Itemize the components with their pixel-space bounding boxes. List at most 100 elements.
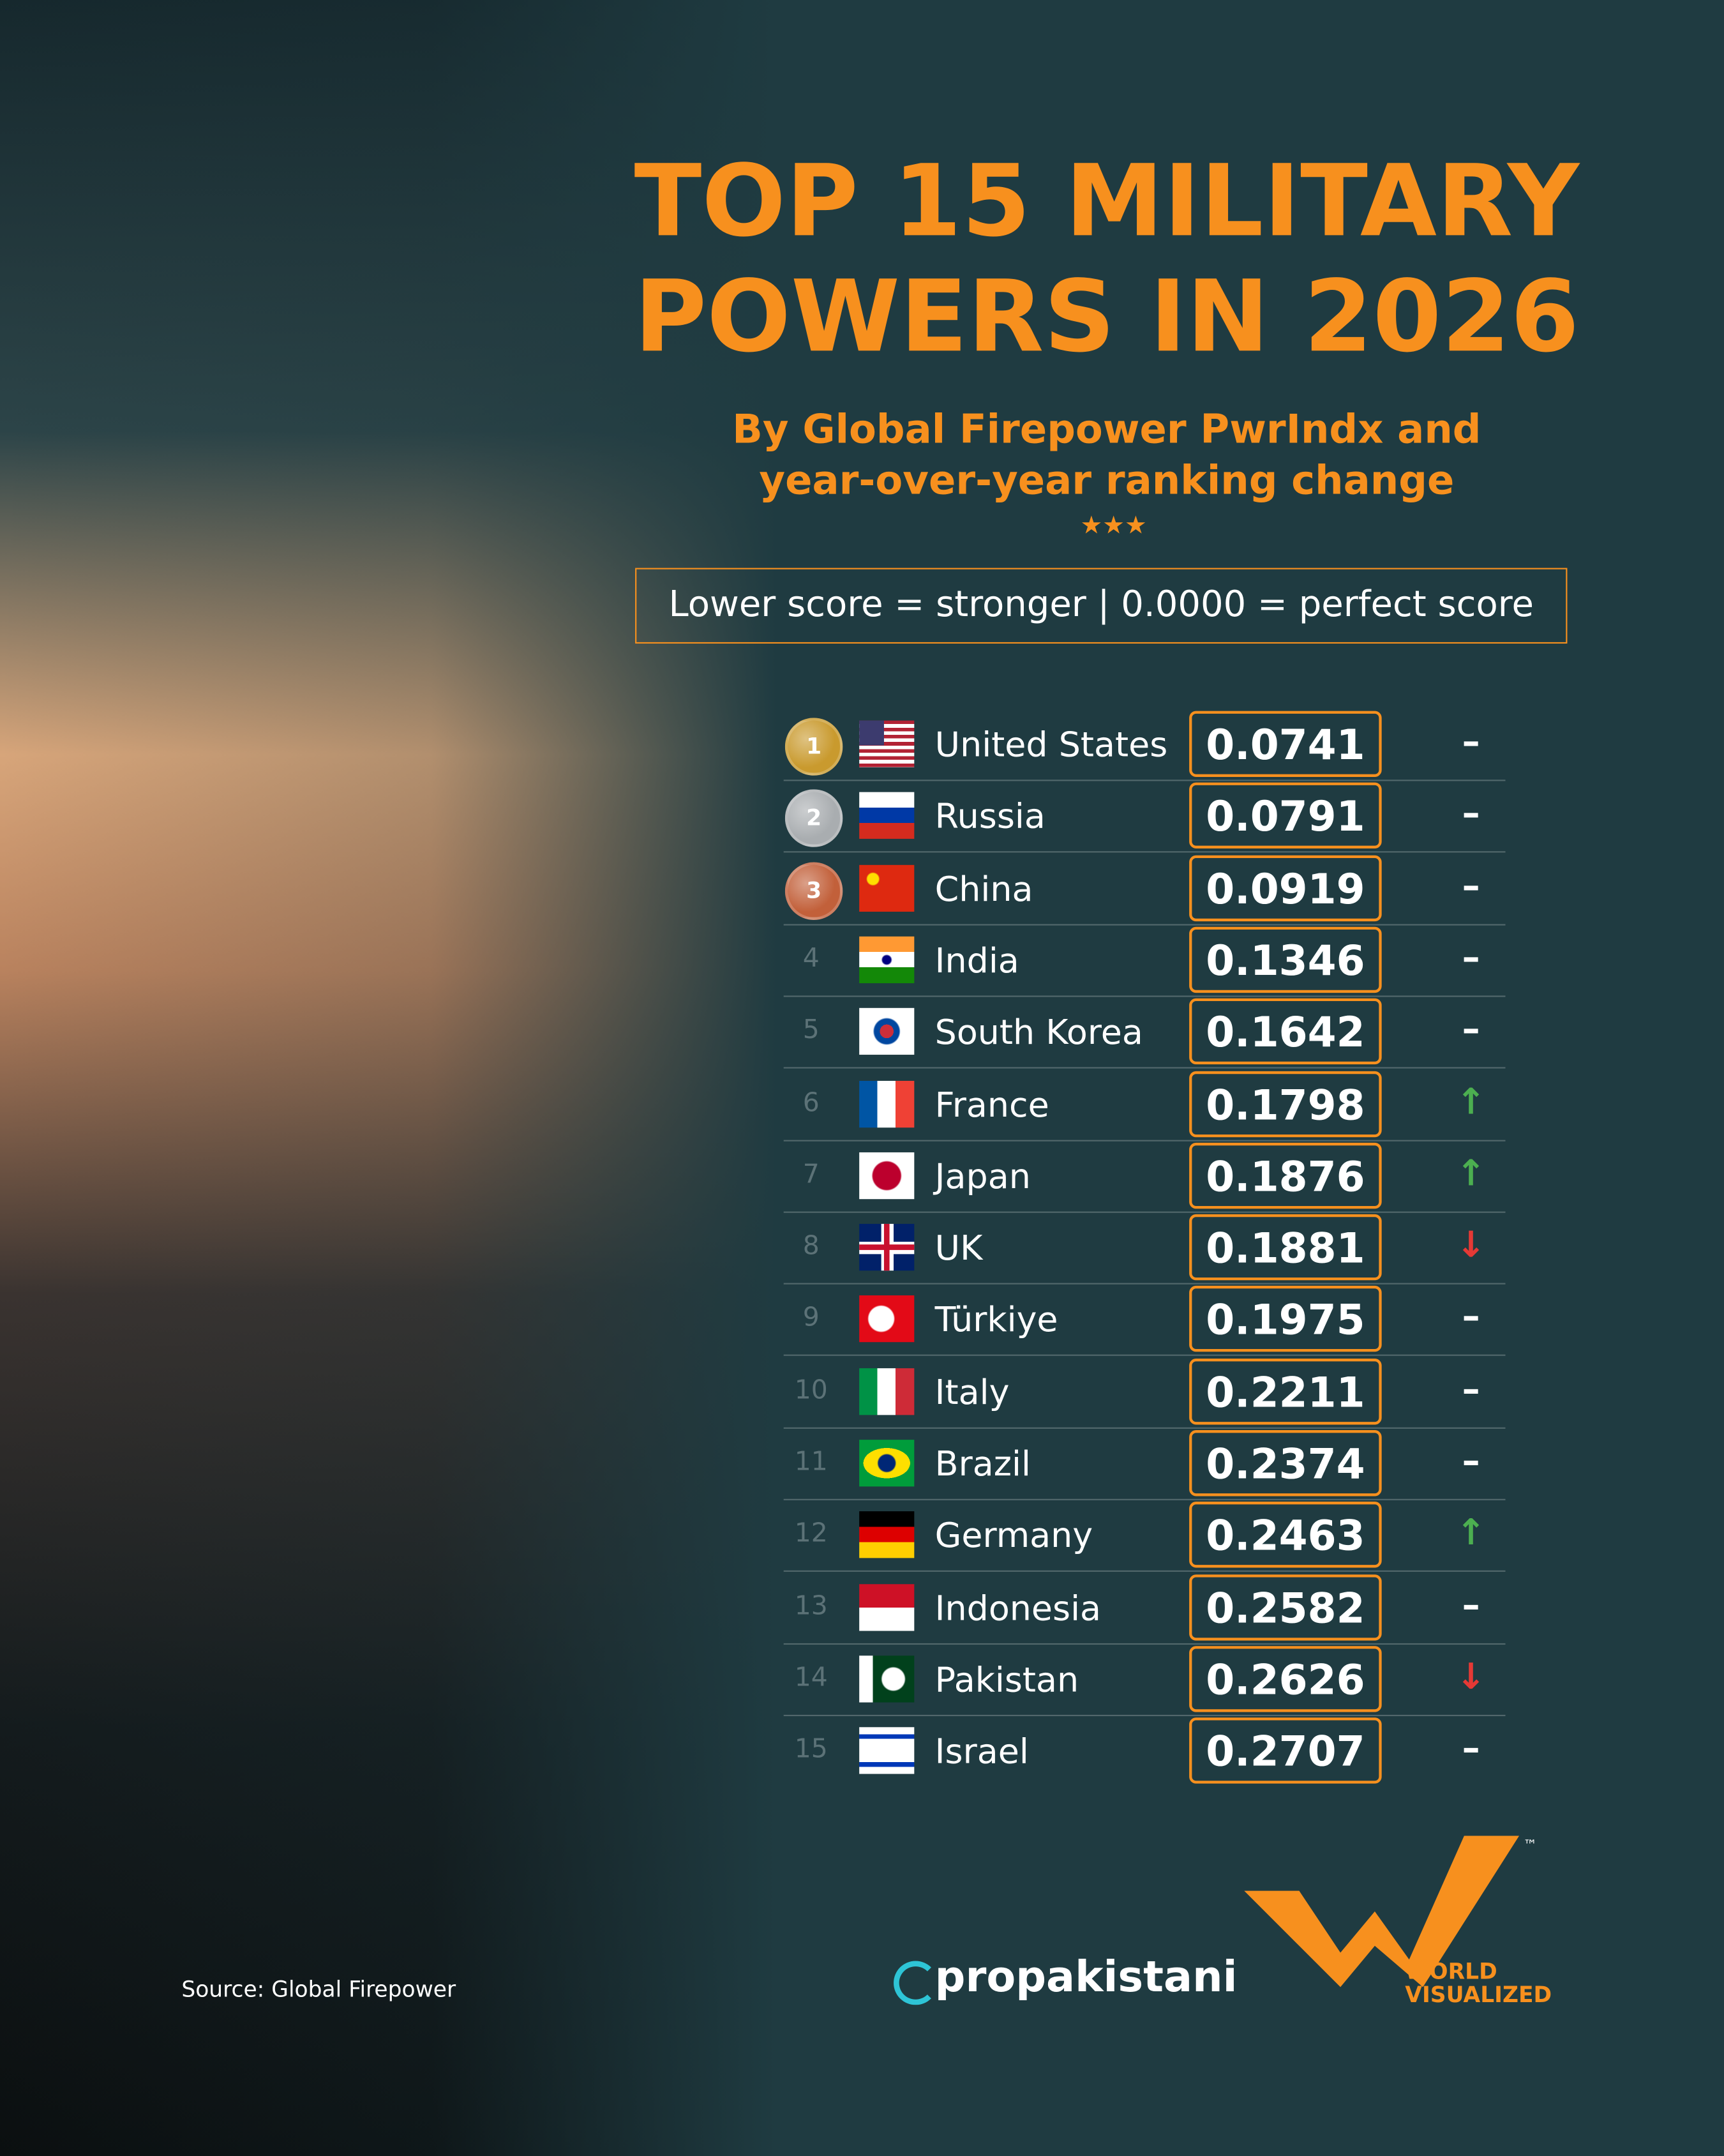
score: 0.0791: [1189, 783, 1382, 849]
row-divider: [783, 1139, 1506, 1141]
flag: [859, 1440, 915, 1487]
score: 0.2582: [1189, 1574, 1382, 1640]
score: 0.0741: [1189, 711, 1382, 777]
change: ↑: [1456, 1512, 1487, 1555]
trademark: ™: [1523, 1838, 1538, 1854]
rank: 10: [794, 1375, 828, 1405]
flag: [859, 1368, 915, 1415]
change: ↑: [1456, 1153, 1487, 1195]
rank: 11: [794, 1446, 828, 1477]
score: 0.1642: [1189, 999, 1382, 1065]
score: 0.2626: [1189, 1645, 1382, 1712]
country: Indonesia: [934, 1587, 1102, 1628]
score: 0.0919: [1189, 854, 1382, 921]
country: Japan: [934, 1156, 1031, 1196]
change: –: [1462, 1441, 1480, 1482]
row-divider: [783, 1643, 1506, 1645]
flag: [859, 1727, 915, 1774]
logo-mark: [1244, 1836, 1520, 1987]
rank: 9: [802, 1302, 820, 1333]
brand-icon: [894, 1961, 938, 2005]
change: ↑: [1456, 1082, 1487, 1123]
rank: 13: [794, 1590, 828, 1621]
rank: 5: [802, 1014, 820, 1046]
rank-medal: 1: [784, 718, 843, 776]
score: 0.2463: [1189, 1502, 1382, 1569]
flag: [859, 1511, 915, 1559]
country: Italy: [934, 1371, 1010, 1412]
score: 0.2374: [1189, 1430, 1382, 1496]
rank-medal: 2: [784, 789, 843, 848]
score: 0.1798: [1189, 1070, 1382, 1137]
note: Lower score = stronger | 0.0000 = perfec…: [635, 568, 1568, 644]
change: –: [1462, 1297, 1480, 1339]
country: South Korea: [934, 1012, 1143, 1053]
country: Russia: [934, 796, 1046, 837]
flag: [859, 720, 915, 767]
score: 0.1876: [1189, 1142, 1382, 1209]
rank: 8: [802, 1230, 820, 1262]
country: Türkiye: [934, 1300, 1058, 1340]
row-divider: [783, 1427, 1506, 1429]
change: ↓: [1456, 1657, 1487, 1698]
score: 0.2707: [1189, 1717, 1382, 1784]
logo-text: WORLD VISUALIZED: [1405, 1958, 1552, 2008]
flag: [859, 1583, 915, 1631]
row-divider: [783, 1571, 1506, 1572]
country: India: [934, 940, 1019, 981]
score: 0.1346: [1189, 926, 1382, 993]
source: Source: Global Firepower: [181, 1976, 456, 2003]
change: –: [1462, 937, 1480, 979]
flag: [859, 864, 915, 912]
country: Israel: [934, 1731, 1029, 1772]
title: POWERS IN 2026: [634, 258, 1580, 374]
change: –: [1462, 1728, 1480, 1770]
title: TOP 15 MILITARY: [634, 143, 1580, 259]
country: Brazil: [934, 1444, 1031, 1484]
row-divider: [783, 1283, 1506, 1285]
rank: 4: [802, 943, 820, 974]
rank: 6: [802, 1087, 820, 1118]
rank: 12: [794, 1518, 828, 1549]
score: 0.2211: [1189, 1358, 1382, 1424]
country: UK: [934, 1228, 983, 1269]
row-divider: [783, 1067, 1506, 1069]
subtitle: By Global Firepower PwrIndx and: [732, 405, 1481, 453]
country: United States: [934, 725, 1168, 765]
rank: 7: [802, 1159, 820, 1189]
flag: [859, 936, 915, 983]
subtitle: year-over-year ranking change: [759, 456, 1455, 504]
change: –: [1462, 1585, 1480, 1627]
row-divider: [783, 1211, 1506, 1213]
flag: [859, 1655, 915, 1703]
rank: 15: [794, 1734, 828, 1765]
change: –: [1462, 1369, 1480, 1411]
country: China: [934, 868, 1033, 908]
flag: [859, 1152, 915, 1199]
flag: [859, 1080, 915, 1127]
rank-medal: 3: [784, 861, 843, 920]
row-divider: [783, 923, 1506, 925]
row-divider: [783, 995, 1506, 997]
brand: propakistani: [934, 1952, 1238, 2003]
row-divider: [783, 1498, 1506, 1500]
flag: [859, 1295, 915, 1343]
row-divider: [783, 1355, 1506, 1357]
row-divider: [783, 851, 1506, 854]
score: 0.1975: [1189, 1286, 1382, 1353]
change: –: [1462, 794, 1480, 836]
score: 0.1881: [1189, 1214, 1382, 1281]
country: Pakistan: [934, 1659, 1079, 1700]
country: France: [934, 1084, 1049, 1124]
rank: 14: [794, 1662, 828, 1693]
change: –: [1462, 721, 1480, 764]
flag: [859, 1224, 915, 1271]
change: ↓: [1456, 1225, 1487, 1267]
row-divider: [783, 1714, 1506, 1716]
flag: [859, 1008, 915, 1055]
stars: ★★★: [1080, 511, 1147, 541]
change: –: [1462, 1009, 1480, 1051]
flag: [859, 792, 915, 840]
